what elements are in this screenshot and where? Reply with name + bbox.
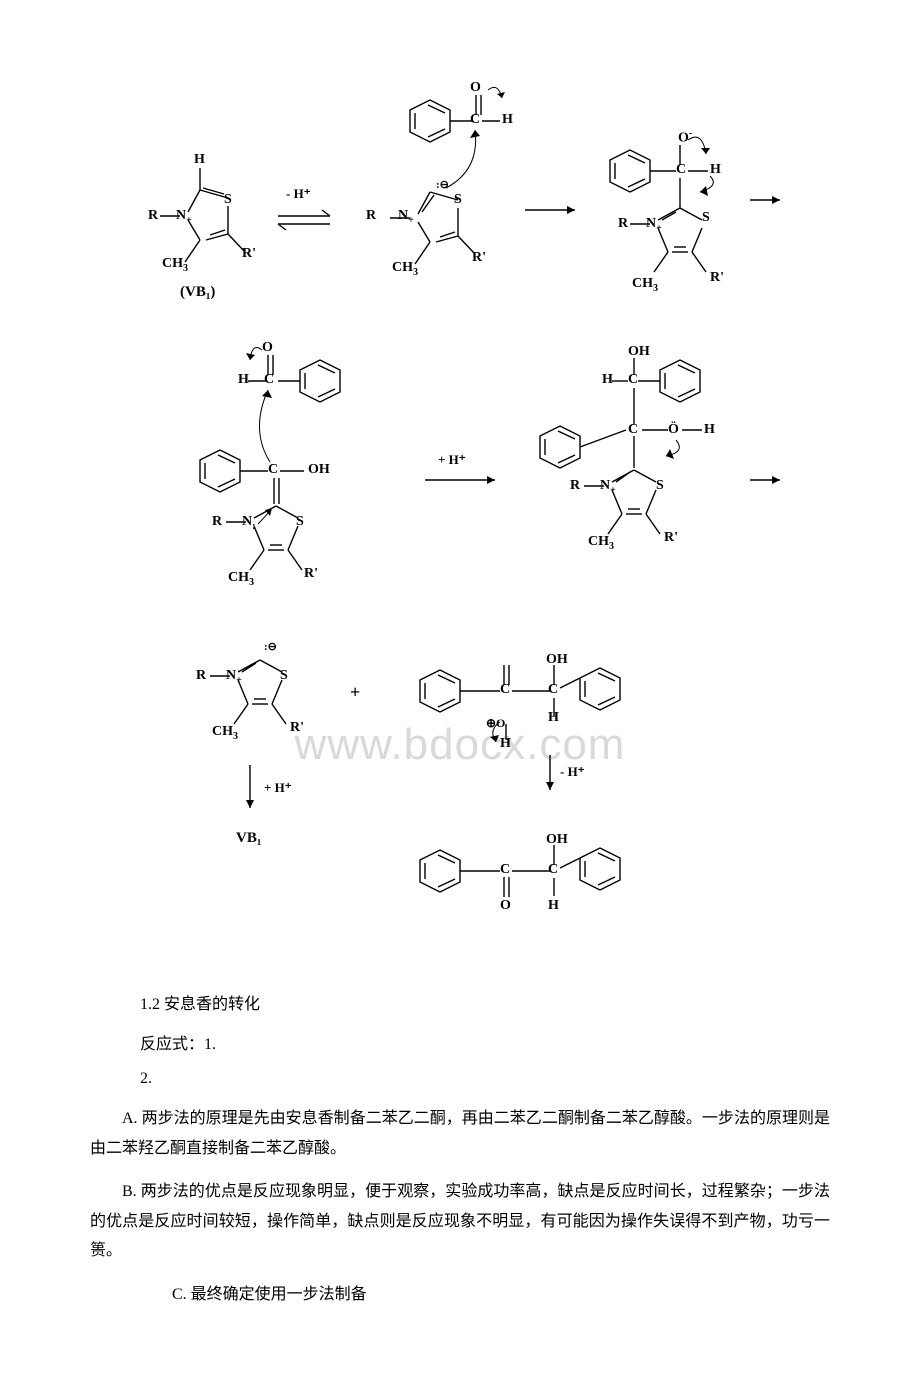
arrow [420,470,510,490]
reaction-mechanism-diagram: www.bdocx.com H R N+ S CH3 R' (VB₁) [140,80,780,960]
label-vb1-return: VB₁ [236,830,261,847]
paragraph-a: A. 两步法的原理是先由安息香制备二苯乙二酮，再由二苯乙二酮制备二苯乙醇酸。一步… [90,1104,830,1163]
structure-ylide [350,80,540,310]
structure-ylide-2 [180,630,350,790]
structure-enol-attack [180,340,420,600]
document-page: www.bdocx.com H R N+ S CH3 R' (VB₁) [0,0,920,1384]
body-text-block: 1.2 安息香的转化 反应式：1. 2. A. 两步法的原理是先由安息香制备二苯… [90,990,830,1310]
section-heading: 1.2 安息香的转化 [140,990,830,1014]
reaction-line-2: 2. [140,1070,830,1088]
paragraph-b: B. 两步法的优点是反应现象明显，便于观察，实验成功率高，缺点是反应时间长，过程… [90,1177,830,1266]
structure-adduct [510,340,780,600]
reaction-line-1: 反应式：1. [140,1030,830,1054]
structure-benzoin [400,810,700,930]
label-prot: + H⁺ [438,452,466,468]
structure-alkoxide [580,110,780,320]
structure-vb1 [140,140,290,300]
structure-benzoin-cation [400,630,700,770]
plus-sign: + [350,682,360,703]
paragraph-c: C. 最终确定使用一步法制备 [140,1280,830,1310]
